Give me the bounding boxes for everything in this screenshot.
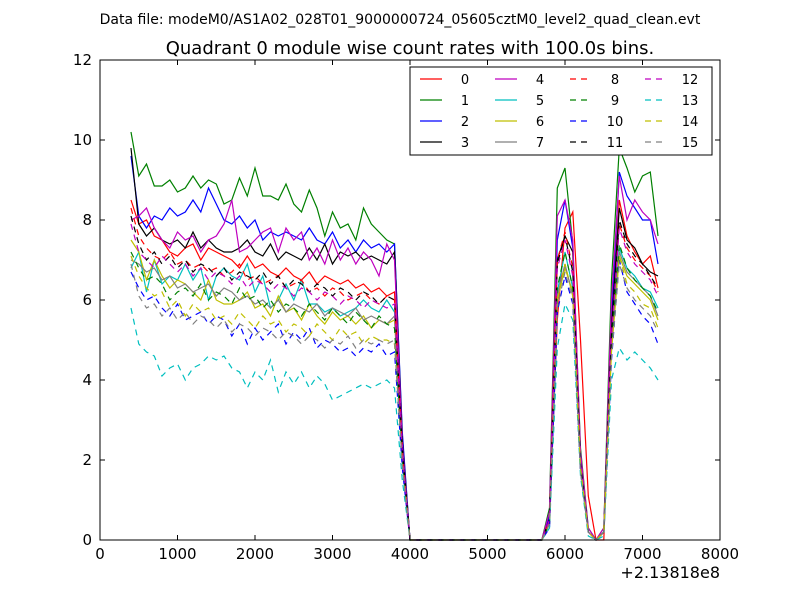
legend-label-6: 6 (536, 115, 544, 130)
legend-label-0: 0 (461, 73, 469, 88)
x-tick-label: 3000 (313, 545, 351, 563)
legend-label-5: 5 (536, 94, 544, 109)
series-line-13 (130, 302, 659, 541)
x-tick-label: 0 (95, 545, 105, 563)
series-line-1 (130, 131, 659, 542)
y-tick-label: 10 (73, 131, 92, 149)
legend-label-13: 13 (682, 94, 699, 109)
chart-suptitle: Data file: modeM0/AS1A02_028T01_90000007… (100, 12, 701, 28)
legend-label-2: 2 (461, 115, 469, 130)
legend-label-14: 14 (682, 115, 699, 130)
y-tick-label: 0 (82, 531, 92, 549)
x-tick-label: 2000 (236, 545, 274, 563)
y-tick-label: 8 (82, 211, 92, 229)
chart-title: Quadrant 0 module wise count rates with … (166, 38, 655, 59)
series-line-8 (130, 207, 659, 541)
x-tick-label: 6000 (546, 545, 584, 563)
y-tick-label: 6 (82, 291, 92, 309)
legend-label-10: 10 (607, 115, 624, 130)
legend-label-4: 4 (536, 73, 544, 88)
y-tick-label: 4 (82, 371, 92, 389)
series-line-15 (130, 263, 659, 541)
series-line-10 (130, 259, 659, 541)
axes: 0 1000 2000 3000 4000 5000 6000 7000 80000246810… (73, 51, 739, 563)
x-tick-label: 5000 (468, 545, 506, 563)
legend-label-12: 12 (682, 73, 699, 88)
x-tick-label: 8000 (701, 545, 739, 563)
legend-label-9: 9 (611, 94, 619, 109)
series-line-9 (130, 243, 659, 541)
x-tick-label: 1000 (158, 545, 196, 563)
y-tick-label: 12 (73, 51, 92, 69)
series-line-12 (130, 223, 659, 541)
x-offset-label: +2.13818e8 (620, 563, 720, 582)
series-line-11 (130, 215, 659, 541)
legend-label-11: 11 (607, 136, 624, 151)
x-tick-label: 7000 (623, 545, 661, 563)
legend-label-15: 15 (682, 136, 699, 151)
series-line-2 (130, 155, 659, 541)
y-tick-label: 2 (82, 451, 92, 469)
legend-box (409, 66, 713, 156)
legend-label-1: 1 (461, 94, 469, 109)
legend-label-8: 8 (611, 73, 619, 88)
legend-label-7: 7 (536, 136, 544, 151)
series-line-3 (130, 147, 659, 541)
x-tick-label: 4000 (391, 545, 429, 563)
series-line-4 (130, 175, 659, 542)
plot-area (130, 131, 659, 542)
legend-label-3: 3 (461, 136, 469, 151)
